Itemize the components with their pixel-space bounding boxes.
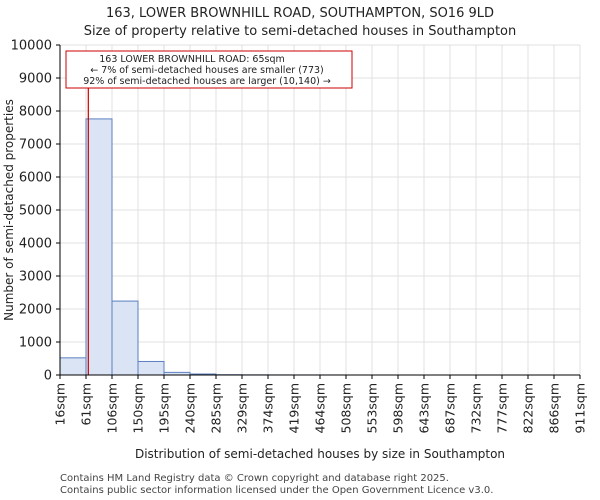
bars — [59, 118, 347, 376]
x-tick-label: 150sqm — [131, 383, 146, 433]
x-tick-label: 329sqm — [235, 383, 250, 433]
x-tick-label: 285sqm — [209, 383, 224, 433]
x-tick-label: 687sqm — [443, 383, 458, 433]
y-tick-label: 2000 — [19, 303, 52, 318]
x-tick-label: 553sqm — [365, 383, 380, 433]
y-tick-label: 10000 — [11, 39, 52, 54]
x-tick-label: 61sqm — [79, 383, 94, 426]
bar-150sqm — [137, 360, 165, 376]
x-tick-label: 16sqm — [53, 383, 68, 426]
annotation-line-2: ← 7% of semi-detached houses are smaller… — [90, 65, 324, 76]
annotation-line-1: 163 LOWER BROWNHILL ROAD: 65sqm — [99, 54, 285, 65]
x-tick-label: 598sqm — [391, 383, 406, 433]
y-tick-label: 1000 — [19, 336, 52, 351]
x-tick-label: 240sqm — [183, 383, 198, 433]
bar-16sqm — [59, 357, 87, 376]
y-ticks: 0 1000 2000 3000 4000 5000 6000 7000 8000 9000 100… — [11, 39, 60, 384]
x-tick-label: 508sqm — [339, 383, 354, 433]
x-tick-label: 911sqm — [573, 383, 588, 433]
x-tick-label: 643sqm — [417, 383, 432, 433]
bar-106sqm — [111, 300, 139, 376]
annotation-box: 163 LOWER BROWNHILL ROAD: 65sqm ← 7% of … — [65, 50, 353, 89]
annotation-line-3: 92% of semi-detached houses are larger (… — [83, 76, 331, 87]
x-tick-label: 732sqm — [469, 383, 484, 433]
x-tick-label: 464sqm — [313, 383, 328, 433]
x-tick-label: 195sqm — [157, 383, 172, 433]
y-axis-label: Number of semi-detached properties — [2, 99, 16, 321]
y-tick-label: 3000 — [19, 270, 52, 285]
bar-61sqm — [85, 118, 113, 376]
x-ticks: 16sqm 61sqm 106sqm 150sqm 195sqm 240sqm 285sqm… — [53, 375, 588, 433]
x-tick-label: 374sqm — [261, 383, 276, 433]
footer-line-2: Contains public sector information licen… — [60, 485, 494, 496]
y-tick-label: 7000 — [19, 138, 52, 153]
x-axis-label: Distribution of semi-detached houses by … — [135, 447, 505, 461]
footer-line-1: Contains HM Land Registry data © Crown c… — [60, 473, 449, 484]
x-tick-label: 866sqm — [547, 383, 562, 433]
x-tick-label: 822sqm — [521, 383, 536, 433]
chart-title: 163, LOWER BROWNHILL ROAD, SOUTHAMPTON, … — [105, 6, 495, 21]
y-tick-label: 8000 — [19, 105, 52, 120]
y-tick-label: 5000 — [19, 204, 52, 219]
y-tick-label: 0 — [44, 369, 52, 384]
x-tick-label: 777sqm — [495, 383, 510, 433]
chart-subtitle: Size of property relative to semi-detach… — [83, 24, 517, 39]
y-tick-label: 6000 — [19, 171, 52, 186]
y-tick-label: 4000 — [19, 237, 52, 252]
x-tick-label: 419sqm — [287, 383, 302, 433]
x-tick-label: 106sqm — [105, 383, 120, 433]
y-tick-label: 9000 — [19, 72, 52, 87]
